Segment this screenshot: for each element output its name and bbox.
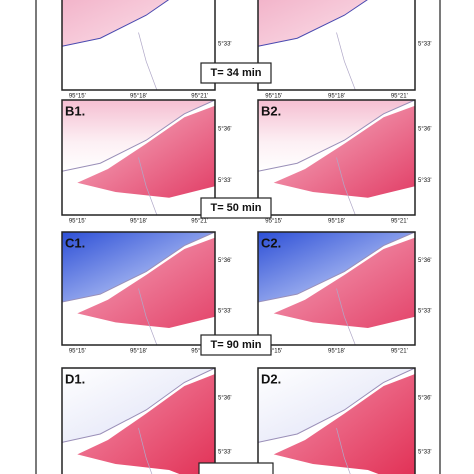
map-border [257,99,416,216]
time-box [200,197,272,219]
river [138,288,158,346]
coastline [257,0,368,47]
longitude-label: 95°18' [130,94,147,100]
panel-label: D2. [261,371,281,386]
longitude-label: 95°15' [265,219,282,225]
sea-field [258,0,367,47]
map-border [61,231,216,346]
longitude-label: 95°15' [69,219,86,225]
latitude-label: 5°36' [418,126,432,132]
coastline [257,367,416,443]
time-box [198,462,274,474]
time-label: T= 34 min [210,67,261,79]
latitude-label: 5°36' [218,126,232,132]
latitude-label: 5°33' [418,178,432,184]
panel-label: B2. [261,103,281,118]
map-border [61,0,216,91]
latitude-label: 5°36' [418,396,432,402]
sea-field [258,232,415,303]
coastline [257,99,416,172]
land-field [273,374,415,474]
panel-label: C2. [261,235,281,250]
land-field [273,105,415,198]
longitude-label: 95°15' [69,94,86,100]
land-field [77,374,215,474]
longitude-label: 95°18' [328,94,345,100]
coastline [61,231,216,303]
coastline [61,367,216,443]
longitude-label: 95°15' [265,349,282,355]
latitude-label: 5°36' [218,258,232,264]
time-label: T= 50 min [210,202,261,214]
land-field [77,237,215,329]
latitude-label: 5°36' [218,396,232,402]
longitude-label: 95°21' [191,219,208,225]
longitude-label: 95°18' [328,349,345,355]
coastline [61,99,216,172]
map-border [257,231,416,346]
longitude-label: 95°15' [265,94,282,100]
longitude-label: 95°18' [130,349,147,355]
latitude-label: 5°33' [218,42,232,48]
panels: 5°33' 95°15' 95°18' 95°21' 5°33' 95°15' 95°18'… [61,0,432,474]
map-border [61,367,216,474]
latitude-label: 5°33' [418,42,432,48]
sea-field [258,100,415,172]
longitude-label: 95°21' [391,219,408,225]
panel-label: D1. [65,371,85,386]
latitude-label: 5°36' [418,258,432,264]
sea-field [62,0,169,47]
river [336,427,351,474]
map-border [257,367,416,474]
longitude-label: 95°15' [69,349,86,355]
time-box [200,62,272,84]
sea-field [258,368,415,443]
sea-field [62,100,215,172]
river [138,427,153,474]
land-field [77,105,215,198]
latitude-label: 5°33' [418,450,432,456]
panel-label: C1. [65,235,85,250]
time-label: T= 90 min [210,339,261,351]
figure-frame [35,0,441,474]
river [336,32,356,91]
longitude-label: 95°21' [191,94,208,100]
map-border [257,0,416,91]
map-border [61,99,216,216]
river [336,157,356,216]
river [138,32,158,91]
longitude-label: 95°21' [391,94,408,100]
panel-label: B1. [65,103,85,118]
longitude-label: 95°18' [328,219,345,225]
coastline [61,0,170,47]
sea-field [62,368,215,443]
latitude-label: 5°33' [218,450,232,456]
river [336,288,356,346]
latitude-label: 5°33' [418,309,432,315]
latitude-label: 5°33' [218,309,232,315]
time-box [200,334,272,356]
coastline [257,231,416,303]
longitude-label: 95°21' [391,349,408,355]
longitude-label: 95°21' [191,349,208,355]
longitude-label: 95°18' [130,219,147,225]
land-field [273,237,415,329]
latitude-label: 5°33' [218,178,232,184]
river [138,157,158,216]
sea-field [62,232,215,303]
